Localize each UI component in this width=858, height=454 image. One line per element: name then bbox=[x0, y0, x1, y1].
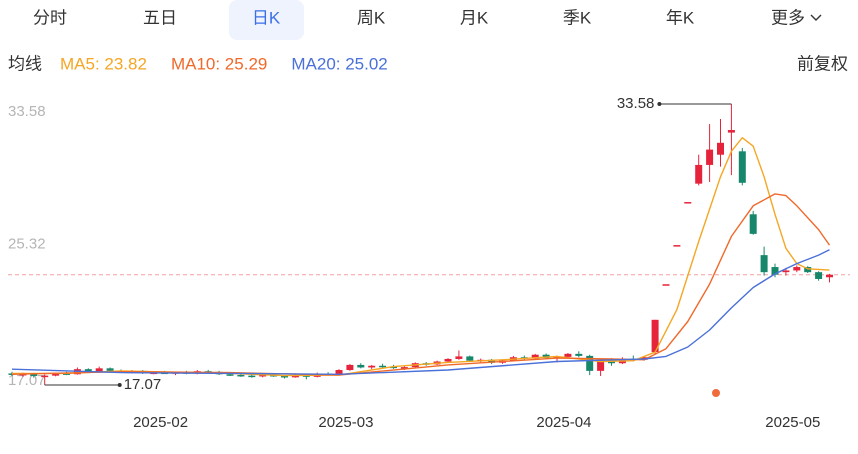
candle-body bbox=[531, 354, 539, 359]
candle-body bbox=[226, 374, 234, 376]
max-dot bbox=[657, 102, 662, 106]
candle-body bbox=[717, 142, 724, 155]
y-tick-label: 17.07 bbox=[8, 372, 46, 389]
x-tick-label: 2025-02 bbox=[133, 414, 188, 431]
tab[interactable]: 日K bbox=[252, 8, 281, 27]
event-dot[interactable] bbox=[712, 389, 720, 397]
ma-label: 均线 bbox=[8, 54, 42, 73]
candle-body bbox=[782, 270, 790, 273]
more-chevron bbox=[810, 14, 822, 21]
legend-entry: MA20: 25.02 bbox=[291, 54, 387, 73]
legend-entry: MA5: 23.82 bbox=[60, 54, 147, 73]
ma-line bbox=[11, 249, 830, 375]
candle-body bbox=[106, 368, 114, 371]
candle-body bbox=[793, 267, 801, 271]
tab[interactable]: 周K bbox=[357, 8, 386, 27]
candle-body bbox=[727, 130, 735, 133]
x-tick-label: 2025-03 bbox=[318, 414, 373, 431]
candle-body bbox=[346, 364, 354, 371]
candle-body bbox=[368, 365, 376, 368]
ma-line bbox=[12, 137, 830, 377]
candle-body bbox=[248, 375, 256, 378]
candle-body bbox=[95, 368, 103, 372]
candle-body bbox=[291, 375, 299, 378]
candle-body bbox=[760, 255, 768, 273]
candle-body bbox=[749, 214, 757, 234]
candle-body bbox=[706, 149, 714, 165]
candle-body bbox=[488, 359, 496, 363]
tab[interactable]: 分时 bbox=[33, 8, 67, 27]
adjust-label[interactable]: 前复权 bbox=[797, 54, 848, 73]
candle-body bbox=[379, 365, 387, 368]
candle-body bbox=[815, 272, 823, 279]
candle-body bbox=[30, 373, 38, 376]
candle-body bbox=[237, 374, 245, 377]
candle-body bbox=[586, 355, 594, 371]
y-tick-label: 33.58 bbox=[8, 103, 46, 120]
candle-body bbox=[738, 151, 746, 183]
y-tick-label: 25.32 bbox=[8, 236, 46, 253]
candle-body bbox=[335, 370, 343, 375]
candle-body bbox=[673, 245, 681, 247]
candle-body bbox=[41, 375, 49, 378]
candle-body bbox=[63, 373, 70, 375]
candle-body bbox=[455, 356, 463, 359]
candle-body bbox=[575, 353, 583, 356]
legend-entry: MA10: 25.29 bbox=[171, 54, 267, 73]
candle-body bbox=[684, 202, 692, 204]
candle-body bbox=[597, 360, 605, 371]
tab[interactable]: 月K bbox=[460, 8, 489, 27]
candle-body bbox=[608, 360, 615, 364]
tab[interactable]: 五日 bbox=[143, 8, 177, 27]
x-tick-label: 2025-04 bbox=[536, 414, 591, 431]
candle-body bbox=[564, 353, 572, 357]
candle-body bbox=[662, 284, 670, 286]
candle-body bbox=[466, 356, 474, 361]
candle-body bbox=[357, 364, 365, 368]
candle-body bbox=[281, 375, 288, 378]
candle-body bbox=[444, 358, 452, 362]
tab[interactable]: 季K bbox=[563, 8, 592, 27]
candle-body bbox=[804, 267, 812, 273]
min-dot bbox=[117, 383, 122, 387]
candle-body bbox=[400, 367, 408, 369]
candle-body bbox=[52, 373, 60, 376]
candle-body bbox=[542, 354, 550, 358]
candle-body bbox=[771, 267, 779, 275]
candle-body bbox=[695, 164, 703, 184]
candle-body bbox=[826, 274, 833, 278]
max-label: 33.58 bbox=[617, 95, 655, 112]
x-tick-label: 2025-05 bbox=[765, 414, 820, 431]
candle-body bbox=[84, 369, 92, 372]
candle-body bbox=[390, 366, 397, 369]
candle-body bbox=[651, 319, 659, 353]
min-label: 17.07 bbox=[124, 376, 162, 393]
tab-bar: 分时 五日 日K 周K 月K 季K 年K 更多 bbox=[33, 8, 805, 27]
candle-body bbox=[259, 374, 267, 377]
ma-line bbox=[11, 193, 831, 376]
selected-tab-bg bbox=[229, 0, 304, 40]
tab[interactable]: 更多 bbox=[771, 8, 805, 27]
tab[interactable]: 年K bbox=[666, 8, 695, 27]
